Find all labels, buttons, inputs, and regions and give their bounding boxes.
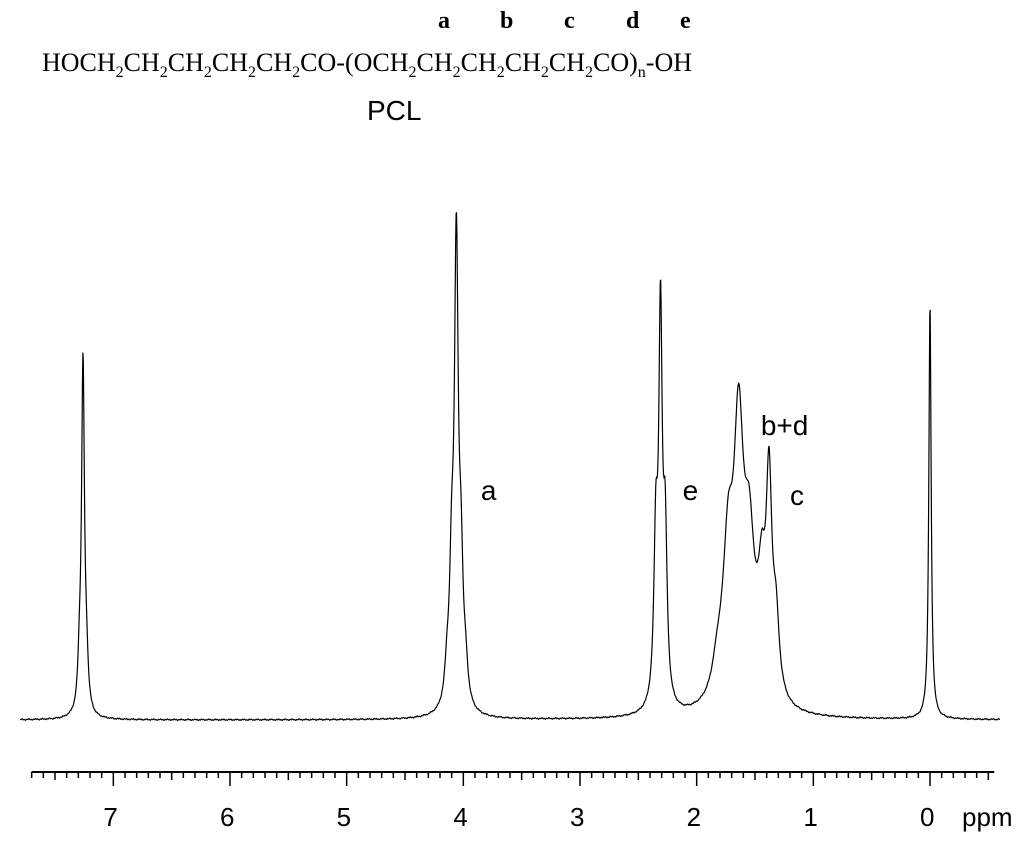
peak-label: b+d: [761, 410, 809, 442]
compound-name: PCL: [367, 95, 421, 127]
axis-tick-label: 7: [103, 802, 117, 833]
assignment-letter: b: [500, 8, 513, 35]
axis-tick-label: 1: [803, 802, 817, 833]
axis-tick-label: 6: [220, 802, 234, 833]
peak-label: c: [790, 480, 804, 512]
peak-label: e: [683, 475, 699, 507]
assignment-letter: a: [438, 8, 450, 35]
axis-tick-label: 3: [570, 802, 584, 833]
spectrum-trace: [20, 212, 1000, 720]
assignment-letter: d: [626, 8, 639, 35]
assignment-letter: c: [564, 8, 575, 35]
nmr-spectrum-plot: [20, 135, 1000, 740]
axis-tick-label: 2: [687, 802, 701, 833]
axis-unit-label: ppm: [962, 802, 1013, 833]
assignment-letter: e: [680, 8, 691, 35]
axis-tick-label: 5: [337, 802, 351, 833]
nmr-figure: a b c d e HOCH2CH2CH2CH2CH2CO-(OCH2CH2CH2CH2…: [0, 0, 1022, 853]
axis-tick-label: 0: [920, 802, 934, 833]
chemical-formula: HOCH2CH2CH2CH2CH2CO-(OCH2CH2CH2CH2CH2CO)…: [42, 48, 692, 78]
axis-tick-label: 4: [453, 802, 467, 833]
peak-label: a: [481, 475, 497, 507]
